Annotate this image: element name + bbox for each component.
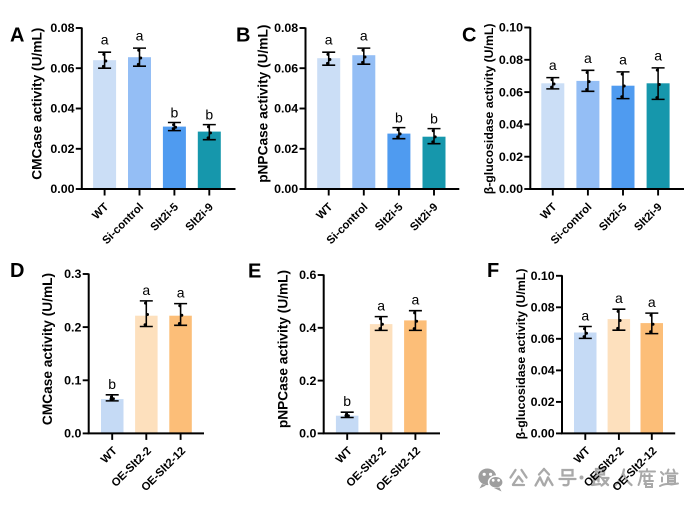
- svg-text:0.02: 0.02: [50, 142, 74, 156]
- svg-text:0.08: 0.08: [274, 21, 298, 35]
- svg-text:0.0: 0.0: [299, 427, 316, 441]
- svg-text:a: a: [615, 290, 623, 306]
- svg-text:0.04: 0.04: [499, 118, 523, 132]
- svg-text:b: b: [430, 111, 438, 127]
- svg-text:0.4: 0.4: [299, 321, 316, 335]
- svg-text:0.10: 0.10: [499, 21, 523, 35]
- svg-text:0.06: 0.06: [531, 332, 555, 346]
- svg-text:E: E: [248, 261, 261, 283]
- svg-text:0.06: 0.06: [50, 62, 74, 76]
- svg-text:CMCase activity (U/mL): CMCase activity (U/mL): [40, 273, 55, 425]
- svg-text:0.2: 0.2: [299, 374, 316, 388]
- svg-text:a: a: [325, 32, 333, 48]
- svg-text:0.04: 0.04: [274, 102, 298, 116]
- svg-text:a: a: [101, 32, 109, 48]
- svg-text:0.3: 0.3: [64, 267, 81, 281]
- svg-text:pNPCase activity (U/mL): pNPCase activity (U/mL): [256, 25, 271, 183]
- svg-text:a: a: [581, 308, 589, 324]
- svg-text:0.00: 0.00: [531, 427, 555, 441]
- svg-text:C: C: [462, 25, 476, 47]
- svg-text:a: a: [654, 47, 662, 63]
- svg-text:0.6: 0.6: [299, 268, 316, 282]
- svg-text:β-glucosidase activity (U/mL): β-glucosidase activity (U/mL): [514, 269, 528, 440]
- svg-text:B: B: [236, 25, 250, 47]
- svg-text:0.10: 0.10: [531, 269, 555, 283]
- svg-text:0.08: 0.08: [50, 21, 74, 35]
- svg-text:b: b: [108, 376, 116, 392]
- svg-text:b: b: [171, 105, 179, 121]
- svg-text:β-glucosidase activity (U/mL): β-glucosidase activity (U/mL): [482, 23, 496, 194]
- svg-text:0.02: 0.02: [499, 150, 523, 164]
- svg-text:b: b: [205, 107, 213, 123]
- svg-text:0.00: 0.00: [50, 182, 74, 196]
- svg-text:b: b: [343, 393, 351, 409]
- svg-text:a: a: [648, 294, 656, 310]
- svg-text:0.08: 0.08: [531, 301, 555, 315]
- svg-text:0.00: 0.00: [274, 182, 298, 196]
- svg-text:a: a: [377, 298, 385, 314]
- svg-text:F: F: [487, 260, 499, 282]
- svg-text:b: b: [395, 110, 403, 126]
- svg-text:a: a: [412, 292, 420, 308]
- svg-text:a: a: [177, 285, 185, 301]
- svg-text:0.2: 0.2: [64, 320, 81, 334]
- svg-text:a: a: [142, 282, 150, 298]
- svg-text:a: a: [584, 50, 592, 66]
- svg-text:0.08: 0.08: [499, 53, 523, 67]
- svg-text:a: a: [619, 51, 627, 67]
- svg-text:0.02: 0.02: [531, 395, 555, 409]
- svg-text:0.00: 0.00: [499, 182, 523, 196]
- svg-text:0.04: 0.04: [531, 364, 555, 378]
- svg-text:0.1: 0.1: [64, 374, 81, 388]
- svg-text:0.06: 0.06: [274, 62, 298, 76]
- svg-text:0.06: 0.06: [499, 85, 523, 99]
- svg-text:A: A: [10, 25, 24, 47]
- svg-text:a: a: [549, 57, 557, 73]
- svg-text:a: a: [136, 28, 144, 44]
- svg-text:0.04: 0.04: [50, 102, 74, 116]
- svg-text:a: a: [360, 28, 368, 44]
- svg-text:0.0: 0.0: [64, 427, 81, 441]
- svg-text:0.02: 0.02: [274, 142, 298, 156]
- svg-text:pNPCase activity (U/mL): pNPCase activity (U/mL): [276, 270, 291, 428]
- svg-text:D: D: [10, 260, 24, 282]
- svg-text:CMCase activity (U/mL): CMCase activity (U/mL): [30, 28, 45, 180]
